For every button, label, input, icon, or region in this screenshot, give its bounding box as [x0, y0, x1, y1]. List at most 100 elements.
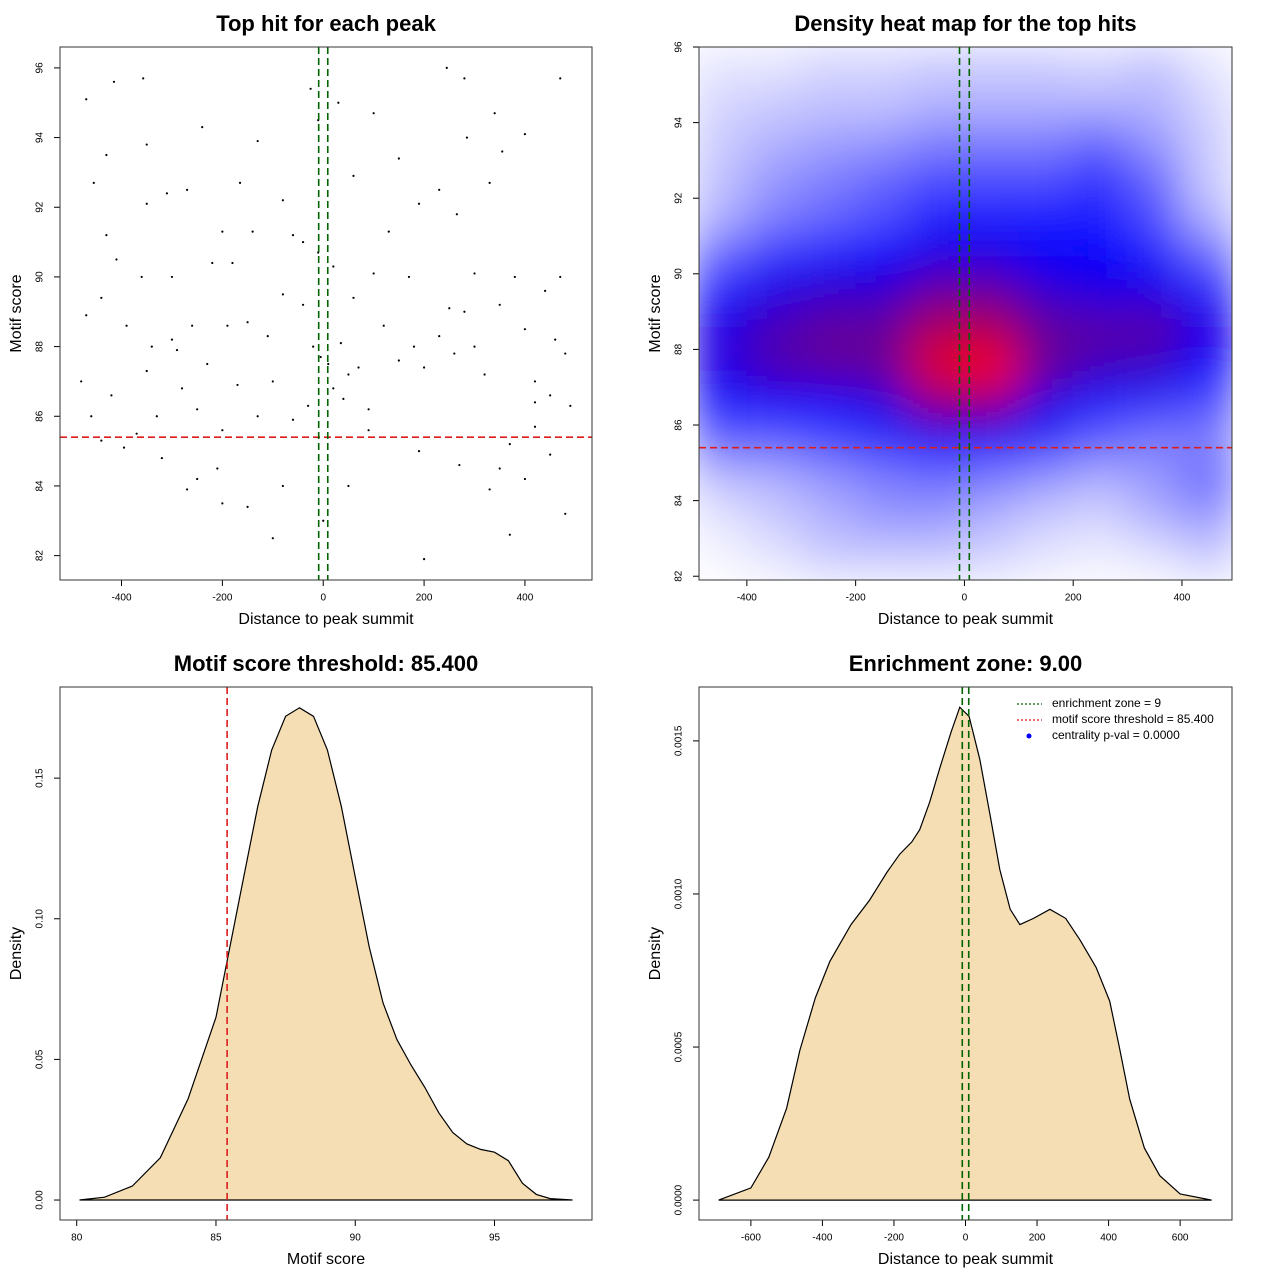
heat-cell — [699, 159, 748, 199]
heat-cell — [746, 462, 802, 502]
point — [145, 143, 148, 146]
heat-cell — [699, 235, 748, 275]
x-axis-label: Distance to peak summit — [878, 611, 1054, 628]
heat-cell — [1127, 462, 1183, 502]
point — [501, 150, 504, 153]
x-axis-label: Distance to peak summit — [238, 611, 414, 628]
point — [488, 488, 491, 491]
y-axis-label: Motif score — [647, 274, 664, 352]
point — [80, 380, 83, 383]
point — [455, 213, 458, 216]
heat-cell — [855, 84, 911, 124]
x-tick-label: 600 — [1172, 1233, 1189, 1244]
heat-cell — [800, 537, 857, 577]
point — [564, 352, 567, 355]
heat-cell — [746, 500, 802, 539]
point — [180, 387, 184, 390]
point — [145, 202, 148, 205]
heat-cell — [1181, 47, 1232, 86]
heat-cell — [1181, 311, 1232, 350]
heat-cell — [1127, 386, 1183, 426]
point — [332, 387, 335, 390]
heat-cell — [963, 84, 1020, 124]
plot-frame — [698, 46, 1233, 581]
x-tick-label: 0 — [963, 1233, 969, 1244]
point — [306, 404, 310, 407]
heat-cell — [963, 500, 1020, 539]
point — [337, 101, 340, 104]
point — [357, 366, 360, 369]
heat-cell — [855, 424, 911, 464]
y-tick-label: 90 — [674, 268, 685, 280]
x-tick-label: 200 — [1029, 1233, 1046, 1244]
point — [140, 275, 143, 279]
heat-cell — [963, 386, 1020, 426]
heat-cell — [800, 122, 857, 161]
heat-cell — [746, 122, 802, 161]
heat-cell — [1181, 386, 1232, 426]
point — [85, 314, 88, 317]
heat-cell — [909, 500, 965, 539]
x-tick-label: -200 — [846, 593, 866, 604]
panel: Enrichment zone: 9.00 Distance to peak su… — [647, 651, 1233, 1268]
point — [387, 230, 390, 233]
heat-cell — [909, 84, 965, 124]
heat-cell — [963, 537, 1020, 577]
heat-cell — [699, 47, 748, 86]
point — [221, 502, 224, 505]
heat-cell — [1018, 122, 1074, 161]
point — [453, 352, 456, 355]
point — [165, 192, 169, 195]
heat-cell — [1127, 47, 1183, 86]
heat-cell — [1127, 500, 1183, 539]
y-axis-label: Density — [647, 927, 664, 980]
x-tick-label: -400 — [112, 593, 132, 604]
heat-cell — [699, 311, 748, 350]
point — [221, 230, 224, 233]
heat-cell — [855, 273, 911, 313]
x-tick-label: -400 — [737, 593, 757, 604]
y-tick-label: 82 — [674, 570, 685, 582]
heat-cell — [909, 462, 965, 502]
y-tick-label: 86 — [35, 410, 46, 422]
heat-cell — [746, 311, 802, 350]
point — [533, 380, 537, 383]
point — [417, 202, 421, 205]
heat-cell — [1072, 424, 1129, 464]
point — [105, 153, 108, 157]
heat-cell — [1181, 348, 1232, 388]
point — [559, 77, 562, 80]
y-axis-label: Motif score — [8, 274, 25, 352]
heat-cell — [1127, 197, 1183, 237]
heat-cell — [1018, 47, 1074, 86]
panel: Motif score threshold: 85.400 Motif score… — [8, 651, 593, 1268]
point — [417, 450, 421, 453]
point — [463, 310, 466, 313]
heat-cell — [909, 386, 965, 426]
x-tick-label: 200 — [416, 593, 433, 604]
heat-cell — [1018, 159, 1074, 199]
heat-cell — [800, 462, 857, 502]
point — [493, 112, 496, 115]
y-axis-label: Density — [8, 927, 25, 980]
point — [564, 512, 567, 515]
heat-cell — [746, 159, 802, 199]
heat-cell — [855, 235, 911, 275]
heat-cell — [1127, 424, 1183, 464]
point — [291, 234, 295, 237]
point — [332, 265, 335, 268]
point — [438, 335, 441, 338]
heat-cell — [746, 424, 802, 464]
heat-cell — [1018, 197, 1074, 237]
point — [309, 87, 312, 90]
point — [498, 303, 501, 306]
point — [238, 181, 242, 184]
heat-cell — [746, 84, 802, 124]
point — [246, 321, 249, 324]
heat-cell — [963, 273, 1020, 313]
heat-cell — [699, 500, 748, 539]
heat-cell — [909, 537, 965, 577]
heat-cell — [1181, 500, 1232, 539]
point — [85, 98, 88, 101]
y-tick-label: 0.10 — [35, 909, 46, 929]
